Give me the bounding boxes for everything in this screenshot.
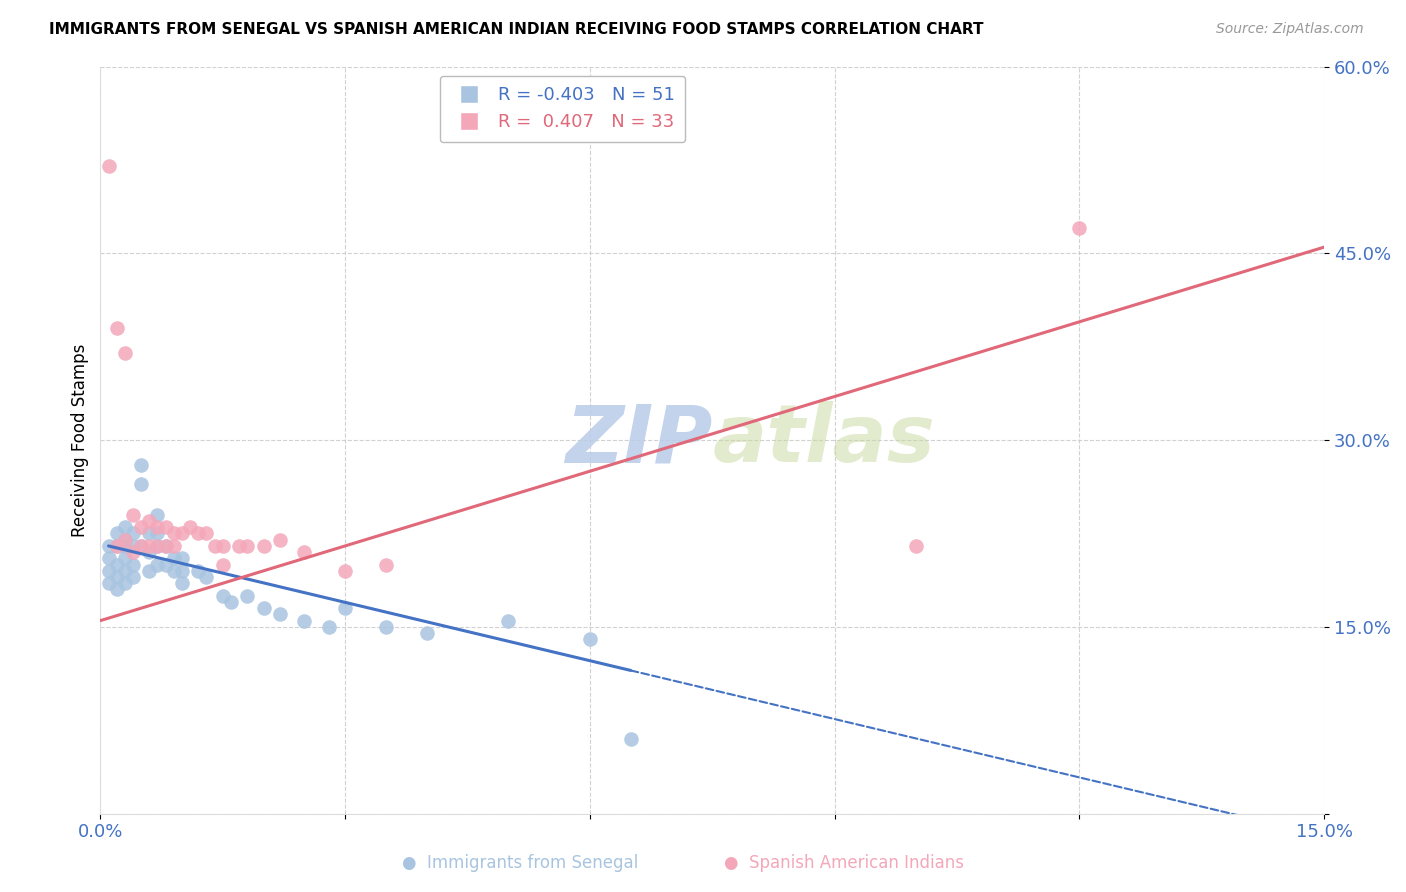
Point [138, 539, 160, 553]
Point [163, 564, 186, 578]
Point [292, 545, 315, 559]
Point [122, 558, 145, 572]
Point [219, 595, 242, 609]
Point [97, 539, 120, 553]
Point [236, 539, 259, 553]
Point [146, 539, 169, 553]
Point [105, 526, 128, 541]
Point [163, 539, 186, 553]
Point [155, 558, 177, 572]
Point [155, 539, 177, 553]
Point [415, 626, 437, 640]
Point [318, 620, 340, 634]
Point [187, 526, 209, 541]
Point [122, 570, 145, 584]
Point [1069, 221, 1091, 235]
Point [252, 601, 274, 615]
Point [122, 545, 145, 559]
Point [105, 321, 128, 335]
Legend: R = -0.403   N = 51, R =  0.407   N = 33: R = -0.403 N = 51, R = 0.407 N = 33 [440, 76, 685, 143]
Point [170, 526, 193, 541]
Point [163, 551, 186, 566]
Point [236, 589, 259, 603]
Point [97, 159, 120, 173]
Point [187, 564, 209, 578]
Point [211, 558, 233, 572]
Point [195, 570, 218, 584]
Point [170, 576, 193, 591]
Point [269, 607, 291, 622]
Point [129, 539, 152, 553]
Point [114, 533, 136, 547]
Point [620, 731, 643, 746]
Point [333, 564, 356, 578]
Point [228, 539, 250, 553]
Point [114, 346, 136, 360]
Point [905, 539, 928, 553]
Point [204, 539, 226, 553]
Point [105, 558, 128, 572]
Point [129, 458, 152, 472]
Text: IMMIGRANTS FROM SENEGAL VS SPANISH AMERICAN INDIAN RECEIVING FOOD STAMPS CORRELA: IMMIGRANTS FROM SENEGAL VS SPANISH AMERI… [49, 22, 984, 37]
Point [252, 539, 274, 553]
Point [129, 520, 152, 534]
Point [129, 476, 152, 491]
Point [211, 539, 233, 553]
Point [138, 526, 160, 541]
Point [170, 564, 193, 578]
Point [97, 576, 120, 591]
Point [579, 632, 602, 647]
Point [333, 601, 356, 615]
Point [498, 614, 520, 628]
Point [146, 539, 169, 553]
Point [146, 558, 169, 572]
Point [122, 539, 145, 553]
Point [114, 564, 136, 578]
Point [146, 520, 169, 534]
Text: atlas: atlas [713, 401, 935, 479]
Point [374, 620, 396, 634]
Point [105, 539, 128, 553]
Point [114, 551, 136, 566]
Text: ●  Spanish American Indians: ● Spanish American Indians [724, 855, 963, 872]
Point [105, 570, 128, 584]
Text: Source: ZipAtlas.com: Source: ZipAtlas.com [1216, 22, 1364, 37]
Point [114, 533, 136, 547]
Y-axis label: Receiving Food Stamps: Receiving Food Stamps [72, 343, 89, 537]
Point [138, 514, 160, 528]
Point [292, 614, 315, 628]
Point [114, 539, 136, 553]
Point [122, 526, 145, 541]
Point [170, 551, 193, 566]
Point [129, 539, 152, 553]
Point [97, 564, 120, 578]
Point [269, 533, 291, 547]
Text: ZIP: ZIP [565, 401, 713, 479]
Point [146, 508, 169, 522]
Point [138, 545, 160, 559]
Point [138, 564, 160, 578]
Point [114, 520, 136, 534]
Text: ●  Immigrants from Senegal: ● Immigrants from Senegal [402, 855, 638, 872]
Point [179, 520, 201, 534]
Point [105, 539, 128, 553]
Point [155, 520, 177, 534]
Point [195, 526, 218, 541]
Point [97, 551, 120, 566]
Point [105, 582, 128, 597]
Point [114, 576, 136, 591]
Point [122, 508, 145, 522]
Point [146, 526, 169, 541]
Point [163, 526, 186, 541]
Point [211, 589, 233, 603]
Point [374, 558, 396, 572]
Point [155, 539, 177, 553]
